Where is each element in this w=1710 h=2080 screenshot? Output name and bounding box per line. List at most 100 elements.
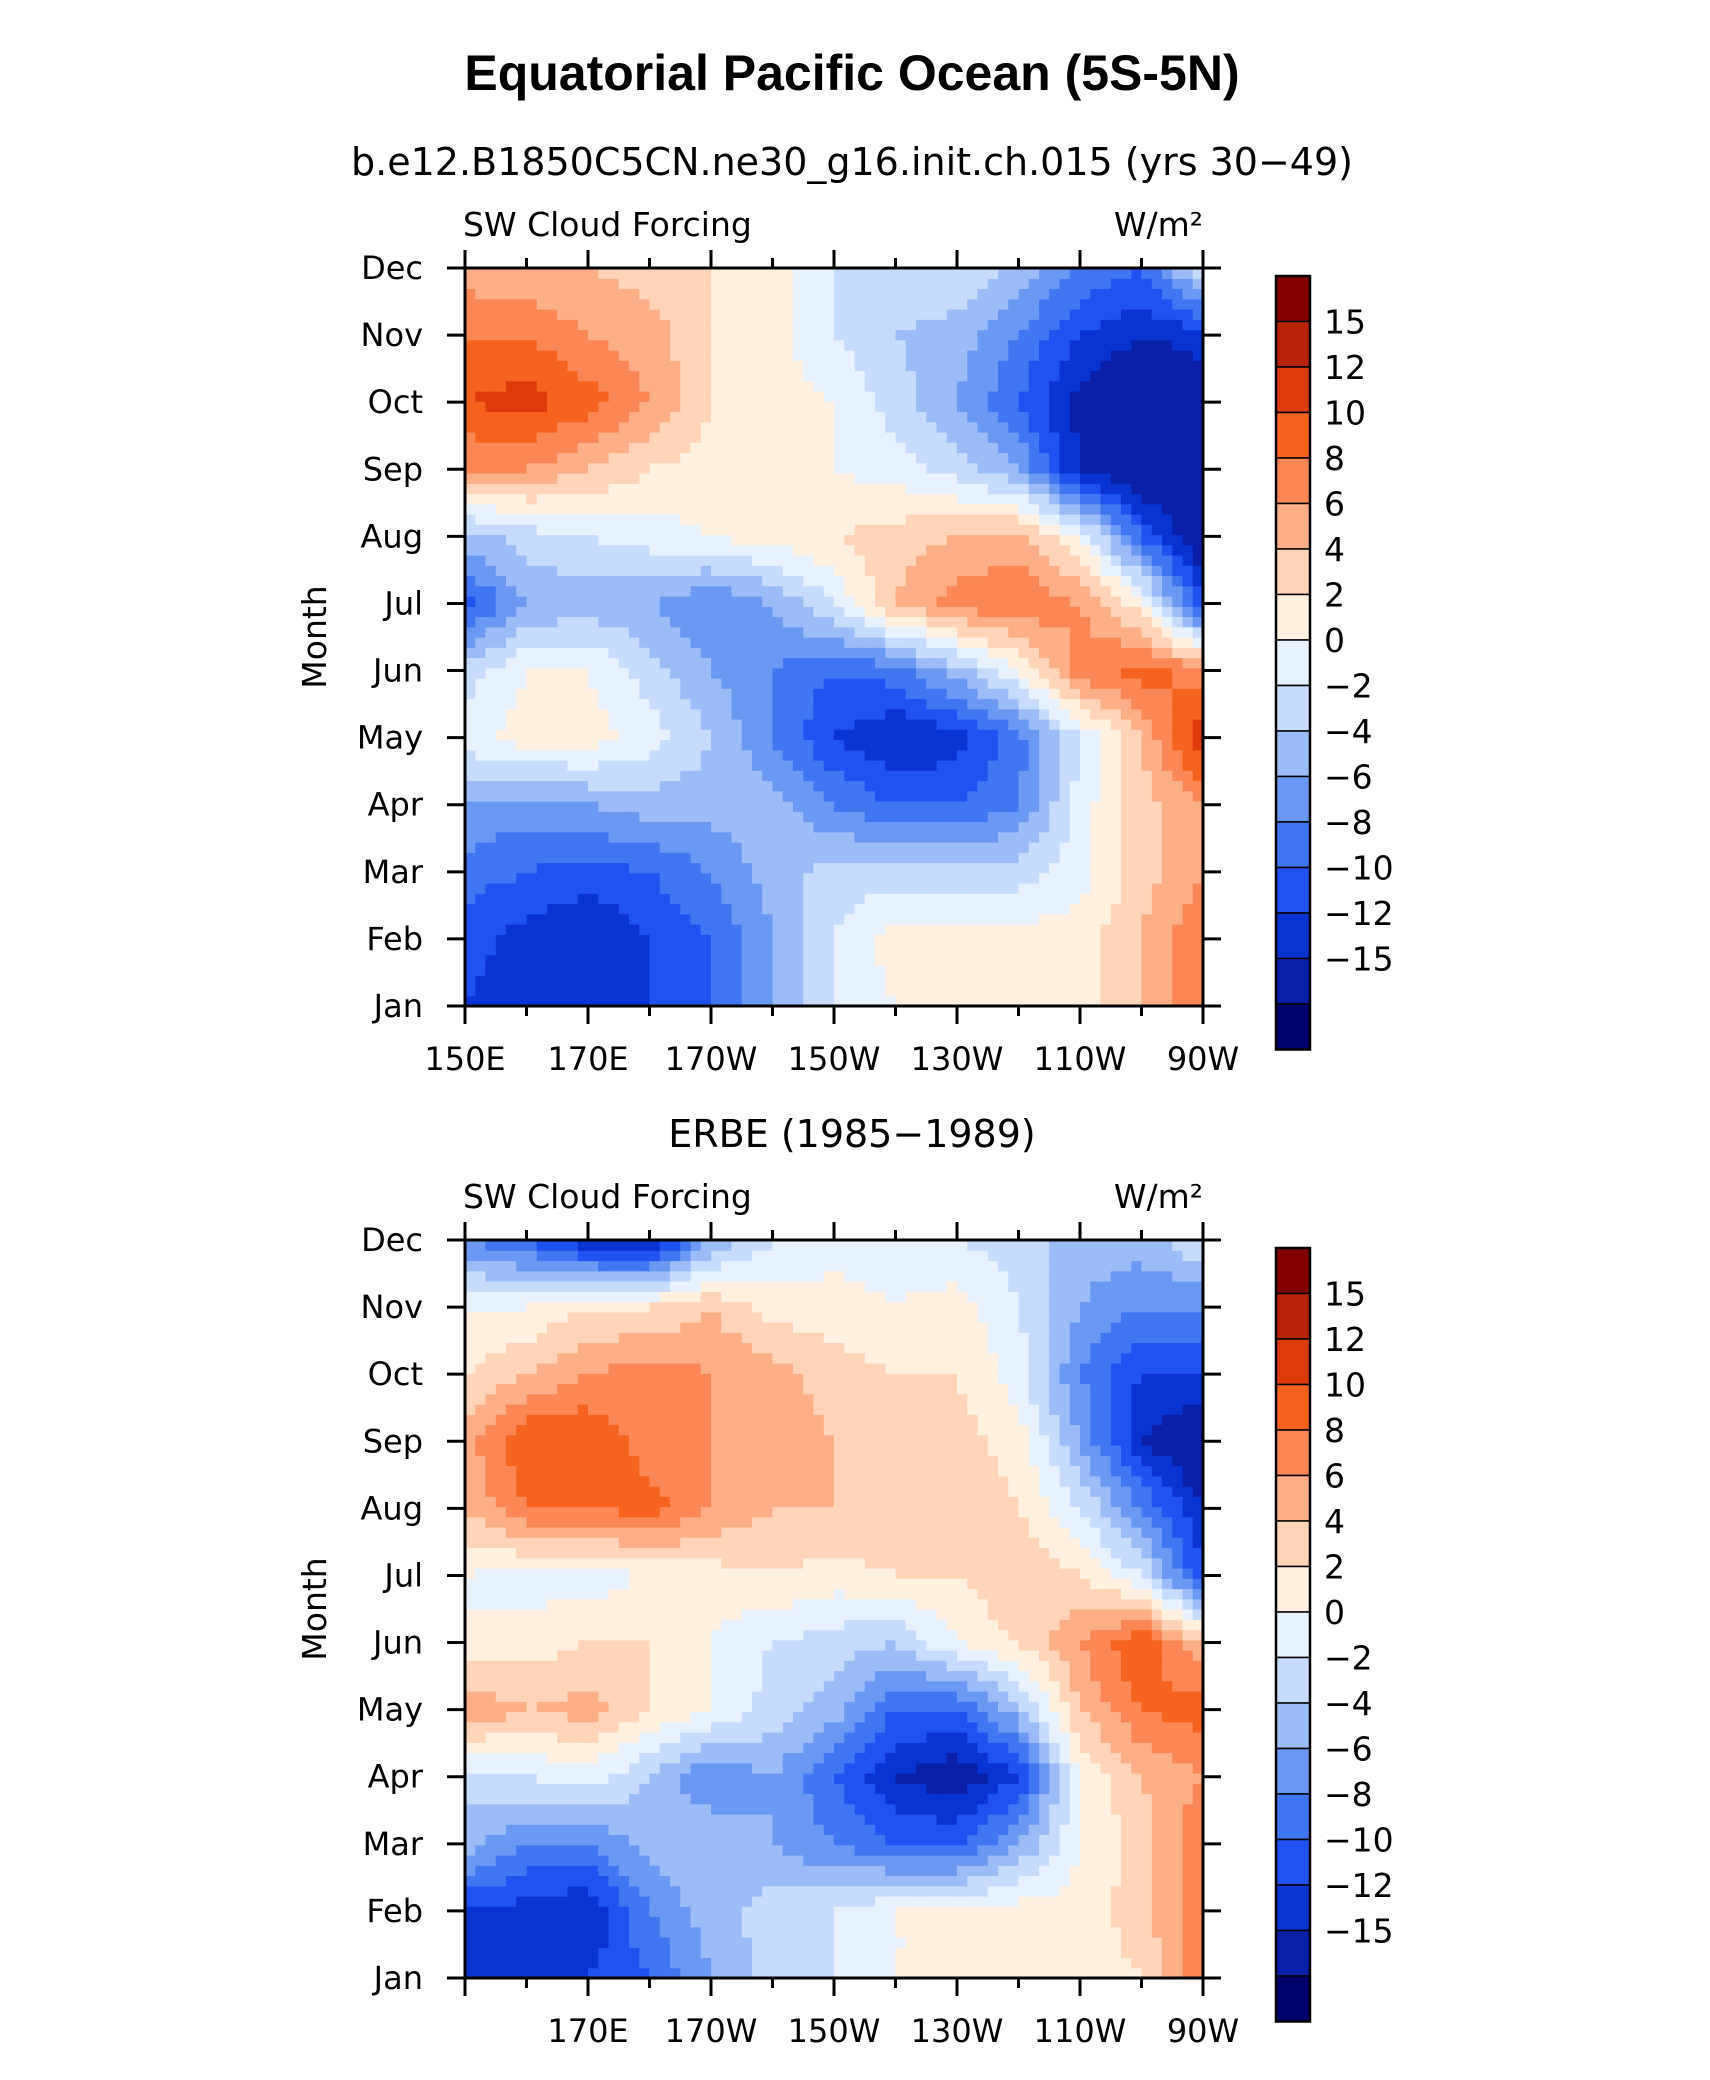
contour-cell	[1059, 452, 1071, 464]
contour-cell	[670, 473, 681, 484]
contour-cell	[700, 944, 712, 956]
contour-cell	[762, 760, 774, 771]
contour-cell	[1110, 370, 1122, 382]
contour-cell	[1131, 893, 1143, 905]
contour-cell	[967, 462, 979, 474]
contour-cell	[741, 821, 753, 833]
contour-cell	[608, 657, 620, 669]
contour-cell	[782, 749, 794, 761]
contour-cell	[998, 780, 1009, 792]
contour-cell	[1028, 975, 1040, 987]
contour-cell	[700, 483, 712, 495]
contour-cell	[844, 401, 856, 413]
contour-cell	[649, 934, 661, 946]
contour-cell	[700, 524, 712, 536]
contour-cell	[608, 411, 620, 423]
contour-cell	[844, 298, 856, 310]
contour-cell	[1182, 729, 1194, 741]
contour-cell	[1069, 790, 1081, 802]
contour-cell	[1131, 298, 1143, 310]
contour-cell	[598, 596, 610, 607]
contour-cell	[885, 626, 897, 638]
contour-cell	[895, 401, 907, 413]
contour-cell	[793, 606, 804, 618]
contour-cell	[1018, 339, 1030, 351]
contour-cell	[752, 360, 763, 372]
contour-cell	[1182, 934, 1194, 946]
contour-cell	[1090, 719, 1102, 730]
contour-cell	[639, 360, 651, 372]
contour-cell	[844, 493, 856, 505]
contour-cell	[639, 442, 651, 454]
contour-cell	[946, 309, 958, 320]
contour-cell	[680, 872, 692, 884]
contour-cell	[577, 616, 589, 628]
contour-cell	[557, 503, 569, 515]
contour-cell	[905, 965, 917, 976]
contour-cell	[1110, 544, 1122, 556]
contour-cell	[1141, 524, 1153, 536]
contour-cell	[1182, 965, 1194, 976]
contour-cell	[1100, 473, 1112, 484]
contour-cell	[1151, 924, 1163, 935]
contour-cell	[762, 483, 774, 495]
contour-cell	[844, 380, 856, 392]
contour-cell	[506, 954, 517, 966]
contour-cell	[916, 473, 927, 484]
contour-cell	[936, 770, 948, 782]
contour-cell	[957, 421, 968, 433]
contour-cell	[495, 370, 507, 382]
contour-cell	[618, 637, 630, 648]
contour-cell	[905, 852, 917, 864]
contour-cell	[782, 790, 794, 802]
contour-cell	[567, 667, 579, 679]
contour-cell	[741, 380, 753, 392]
contour-cell	[1028, 370, 1040, 382]
contour-cell	[741, 514, 753, 525]
contour-cell	[547, 288, 558, 300]
contour-cell	[567, 913, 579, 925]
contour-cell	[813, 913, 825, 925]
contour-cell	[690, 391, 702, 402]
contour-cell	[864, 678, 876, 689]
contour-cell	[793, 555, 804, 566]
contour-cell	[670, 647, 681, 659]
contour-cell	[916, 370, 927, 382]
contour-cell	[700, 893, 712, 905]
contour-cell	[577, 995, 589, 1007]
contour-cell	[741, 391, 753, 402]
contour-cell	[516, 329, 528, 341]
contour-cell	[895, 421, 907, 433]
contour-cell	[1028, 903, 1040, 915]
contour-cell	[875, 780, 886, 792]
contour-cell	[567, 944, 579, 956]
contour-cell	[844, 965, 856, 976]
contour-cell	[1131, 708, 1143, 720]
contour-cell	[1162, 606, 1173, 618]
contour-cell	[1131, 391, 1143, 402]
contour-cell	[659, 647, 671, 659]
contour-cell	[977, 965, 989, 976]
contour-cell	[1028, 575, 1040, 587]
contour-cell	[536, 790, 548, 802]
contour-cell	[1141, 493, 1153, 505]
contour-cell	[885, 729, 897, 741]
contour-cell	[793, 493, 804, 505]
contour-cell	[1069, 821, 1081, 833]
contour-cell	[1028, 473, 1040, 484]
contour-cell	[495, 831, 507, 843]
contour-cell	[567, 391, 579, 402]
contour-cell	[649, 401, 661, 413]
contour-cell	[731, 760, 743, 771]
contour-cell	[946, 678, 958, 689]
contour-cell	[977, 883, 989, 894]
contour-cell	[577, 985, 589, 997]
contour-cell	[731, 514, 743, 525]
contour-cell	[536, 544, 548, 556]
contour-cell	[670, 770, 681, 782]
contour-cell	[1039, 585, 1050, 597]
contour-cell	[1049, 596, 1061, 607]
contour-cell	[844, 442, 856, 454]
contour-cell	[998, 370, 1009, 382]
contour-cell	[1049, 924, 1061, 935]
